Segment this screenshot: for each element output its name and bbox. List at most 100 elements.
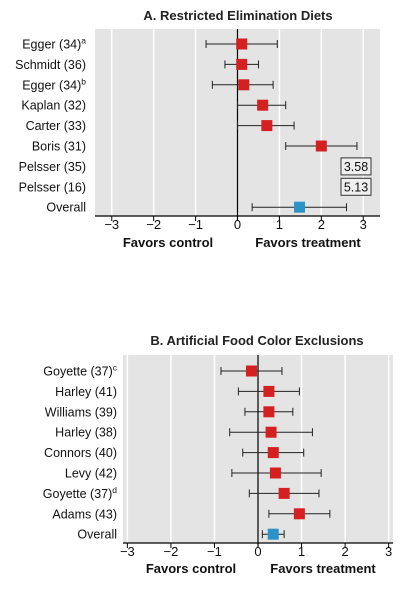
study-label: Williams (39) xyxy=(45,405,117,419)
x-tick-label: −2 xyxy=(146,217,161,232)
study-row: Schmidt (36) xyxy=(15,58,259,72)
favors-control-label: Favors control xyxy=(123,235,213,250)
study-label-text: Goyette (37) xyxy=(43,365,112,379)
study-label-text: Egger (34) xyxy=(22,38,81,52)
study-label-text: Harley (38) xyxy=(55,426,117,440)
study-row: Levy (42) xyxy=(65,467,322,481)
effect-estimate-marker xyxy=(236,58,248,70)
study-label-text: Kaplan (32) xyxy=(21,99,86,113)
off-scale-value-box xyxy=(340,157,372,176)
study-label-text: Egger (34) xyxy=(22,78,81,92)
off-scale-value-box xyxy=(340,177,372,196)
study-label-text: Boris (31) xyxy=(32,140,86,154)
study-label: Goyette (37)c xyxy=(43,363,117,379)
x-tick-label: 2 xyxy=(341,544,348,559)
study-label-superscript: b xyxy=(81,76,86,86)
study-label-text: Carter (33) xyxy=(26,119,86,133)
effect-estimate-marker xyxy=(263,406,275,418)
panel-a: A. Restricted Elimination Diets −3 −2 −1 0 1 2… xyxy=(15,8,380,250)
study-label: Carter (33) xyxy=(26,119,86,133)
study-label-superscript: a xyxy=(81,36,86,46)
study-label-text: Adams (43) xyxy=(52,507,117,521)
effect-estimate-marker xyxy=(261,120,273,132)
overall-estimate-marker xyxy=(267,528,279,540)
effect-estimate-marker xyxy=(278,487,290,499)
favors-control-label: Favors control xyxy=(146,561,236,576)
study-label: Connors (40) xyxy=(44,446,117,460)
study-row: Williams (39) xyxy=(45,405,294,419)
x-tick-label: −2 xyxy=(163,544,178,559)
x-tick-label: 3 xyxy=(360,217,367,232)
x-tick-label: 0 xyxy=(234,217,241,232)
study-label: Schmidt (36) xyxy=(15,58,86,72)
effect-estimate-marker xyxy=(245,365,257,377)
study-label-text: Connors (40) xyxy=(44,446,117,460)
panel-title: A. Restricted Elimination Diets xyxy=(143,8,332,23)
study-row: Boris (31) xyxy=(32,140,358,154)
study-row: Connors (40) xyxy=(44,446,305,460)
study-label: Harley (41) xyxy=(55,385,117,399)
study-label: Egger (34)b xyxy=(22,76,86,92)
panel-title: B. Artificial Food Color Exclusions xyxy=(150,333,363,348)
study-label: Egger (34)a xyxy=(22,36,86,52)
study-label: Adams (43) xyxy=(52,507,117,521)
study-label-text: Schmidt (36) xyxy=(15,58,86,72)
off-scale-value: 5.13 xyxy=(344,180,368,194)
study-row: Pelsser (16) 5.13 xyxy=(19,177,372,196)
study-label-text: Goyette (37) xyxy=(43,487,112,501)
study-label-text: Levy (42) xyxy=(65,467,117,481)
study-label-text: Overall xyxy=(77,528,117,542)
study-label: Goyette (37)d xyxy=(43,485,117,501)
study-label-text: Overall xyxy=(46,201,86,215)
effect-estimate-marker xyxy=(293,508,305,520)
effect-estimate-marker xyxy=(263,385,275,397)
study-label: Levy (42) xyxy=(65,467,117,481)
study-label: Overall xyxy=(46,201,86,215)
study-row: Harley (41) xyxy=(55,385,300,399)
study-label-text: Pelsser (16) xyxy=(19,180,86,194)
effect-estimate-marker xyxy=(236,38,248,50)
overall-row: Overall xyxy=(77,528,285,542)
x-tick-label: 1 xyxy=(298,544,305,559)
off-scale-value: 3.58 xyxy=(344,160,368,174)
x-tick-label: 0 xyxy=(254,544,261,559)
x-tick-label: −1 xyxy=(207,544,222,559)
study-row: Goyette (37)d xyxy=(43,485,320,501)
x-tick-label: −1 xyxy=(188,217,203,232)
x-tick-label: −3 xyxy=(120,544,135,559)
favors-treatment-label: Favors treatment xyxy=(270,561,376,576)
study-label-text: Harley (41) xyxy=(55,385,117,399)
study-label: Boris (31) xyxy=(32,140,86,154)
study-label-text: Williams (39) xyxy=(45,405,117,419)
x-tick-label: 1 xyxy=(276,217,283,232)
study-label: Overall xyxy=(77,528,117,542)
overall-estimate-marker xyxy=(294,201,306,213)
overall-row: Overall xyxy=(46,201,347,215)
x-tick-label: 2 xyxy=(318,217,325,232)
study-row: Kaplan (32) xyxy=(21,99,287,113)
study-row: Carter (33) xyxy=(26,119,295,133)
study-label: Pelsser (35) xyxy=(19,160,86,174)
study-label-superscript: c xyxy=(113,363,118,373)
study-row: Harley (38) xyxy=(55,426,313,440)
favors-treatment-label: Favors treatment xyxy=(255,235,361,250)
effect-estimate-marker xyxy=(315,140,327,152)
study-label-text: Pelsser (35) xyxy=(19,160,86,174)
x-tick-label: −3 xyxy=(104,217,119,232)
study-row: Egger (34)a xyxy=(22,36,278,52)
study-label: Kaplan (32) xyxy=(21,99,86,113)
study-row: Goyette (37)c xyxy=(43,363,283,379)
effect-estimate-marker xyxy=(257,99,269,111)
effect-estimate-marker xyxy=(269,467,281,479)
study-row: Pelsser (35) 3.58 xyxy=(19,157,372,176)
effect-estimate-marker xyxy=(267,447,279,459)
study-label: Pelsser (16) xyxy=(19,180,86,194)
study-label: Harley (38) xyxy=(55,426,117,440)
effect-estimate-marker xyxy=(265,426,277,438)
study-row: Egger (34)b xyxy=(22,76,274,92)
study-label-superscript: d xyxy=(112,485,117,495)
panel-b: B. Artificial Food Color Exclusions −3 −2 −… xyxy=(43,333,393,576)
study-row: Adams (43) xyxy=(52,507,331,521)
x-tick-label: 3 xyxy=(385,544,392,559)
